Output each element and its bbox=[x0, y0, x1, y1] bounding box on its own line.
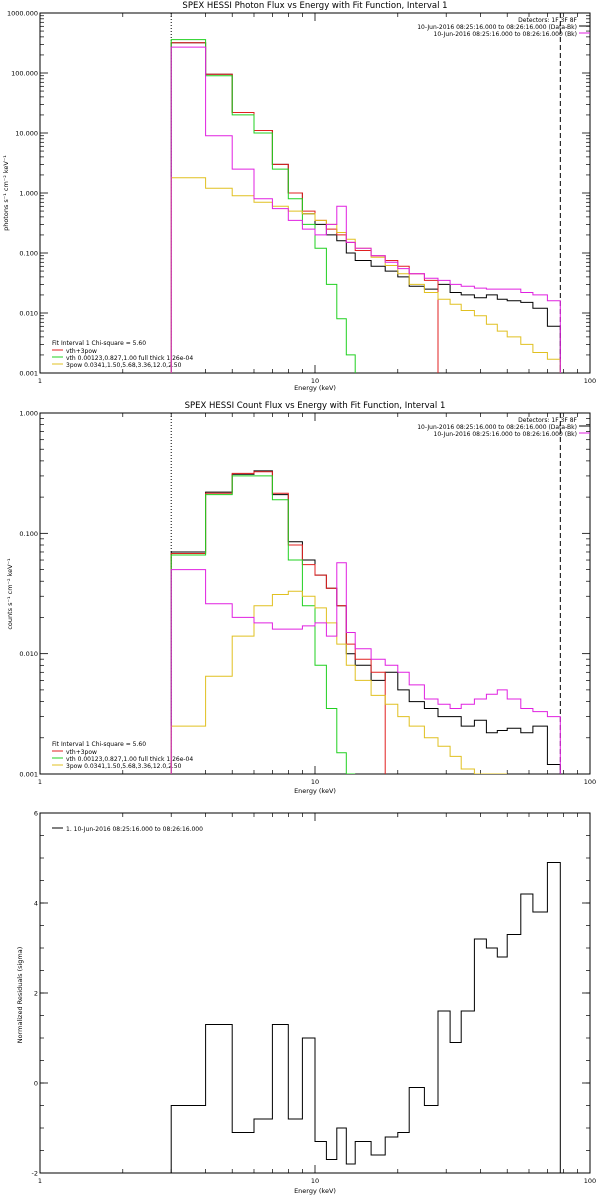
count-flux-y-tick-label: 0.100 bbox=[19, 530, 38, 538]
count-flux-series-vth-3pow bbox=[170, 471, 386, 774]
residuals-panel: Energy (keV) Normalized Residuals (sigma… bbox=[16, 810, 596, 1196]
photon-flux-detectors: Detectors: 1F 3F 8F bbox=[518, 17, 577, 24]
photon-flux-series-3pow bbox=[170, 177, 561, 373]
photon-flux-y-tick-label: 0.100 bbox=[19, 250, 38, 258]
residuals-y-tick-label: -2 bbox=[32, 1170, 38, 1178]
photon-flux-series-vth bbox=[170, 39, 356, 373]
photon-flux-bk-interval: 10-Jun-2016 08:25:16.000 to 08:26:16.000… bbox=[434, 31, 577, 38]
count-flux-ylabel: counts s⁻¹ cm⁻² keV⁻¹ bbox=[6, 558, 14, 630]
photon-flux-xlabel: Energy (keV) bbox=[294, 384, 336, 392]
count-flux-y-tick-label: 0.001 bbox=[19, 771, 38, 779]
count-flux-series-bk bbox=[170, 562, 561, 774]
count-flux-bk-interval: 10-Jun-2016 08:25:16.000 to 08:26:16.000… bbox=[434, 431, 577, 438]
photon-flux-fit-label: Fit Interval 1 Chi-square = 5.60 bbox=[52, 340, 146, 347]
photon-flux-title: SPEX HESSI Photon Flux vs Energy with Fi… bbox=[182, 1, 447, 11]
count-flux-x-tick-label: 100 bbox=[584, 778, 596, 786]
photon-flux-data-bk-interval: 10-Jun-2016 08:25:16.000 to 08:26:16.000… bbox=[417, 24, 577, 31]
photon-flux-y-tick-label: 1000.000 bbox=[7, 10, 38, 18]
photon-flux-plot-frame bbox=[39, 12, 591, 374]
photon-flux-x-tick-label: 100 bbox=[584, 377, 596, 385]
photon-flux-series-vth-3pow bbox=[170, 42, 439, 373]
residuals-series-group bbox=[170, 862, 561, 1173]
residuals-ylabel: Normalized Residuals (sigma) bbox=[16, 947, 24, 1044]
count-flux-plot-frame bbox=[39, 412, 591, 775]
count-flux-panel: SPEX HESSI Count Flux vs Energy with Fit… bbox=[6, 401, 596, 795]
count-flux-x-tick-label: 10 bbox=[311, 778, 319, 786]
residuals-x-tick-label: 100 bbox=[584, 1177, 596, 1185]
residuals-y-tick-label: 4 bbox=[34, 900, 38, 908]
residuals-x-tick-label: 1 bbox=[38, 1177, 42, 1185]
photon-flux-series-group bbox=[170, 39, 561, 373]
count-flux-legend-label-1: vth 0.00123,0.827,1.00 full thick 1.26e-… bbox=[66, 756, 193, 763]
count-flux-y-tick-label: 0.010 bbox=[19, 650, 38, 658]
residuals-xlabel: Energy (keV) bbox=[294, 1187, 336, 1195]
count-flux-fit-label: Fit Interval 1 Chi-square = 5.60 bbox=[52, 741, 146, 748]
photon-flux-y-tick-label: 0.010 bbox=[19, 310, 38, 318]
photon-flux-y-tick-label: 1.000 bbox=[19, 190, 38, 198]
count-flux-xlabel: Energy (keV) bbox=[294, 787, 336, 795]
residuals-y-tick-label: 2 bbox=[34, 990, 38, 998]
count-flux-series-vth bbox=[170, 475, 356, 774]
photon-flux-y-tick-label: 0.001 bbox=[19, 370, 38, 378]
photon-flux-x-tick-label: 1 bbox=[38, 377, 42, 385]
photon-flux-panel: SPEX HESSI Photon Flux vs Energy with Fi… bbox=[2, 1, 596, 392]
count-flux-x-tick-label: 1 bbox=[38, 778, 42, 786]
residuals-y-tick-label: 0 bbox=[34, 1080, 38, 1088]
count-flux-series-data-bk bbox=[170, 470, 561, 774]
count-flux-data-bk-interval: 10-Jun-2016 08:25:16.000 to 08:26:16.000… bbox=[417, 424, 577, 431]
photon-flux-legend-label-2: 3pow 0.0341,1.50,5.68,3.36,12.0,2.50 bbox=[66, 362, 182, 369]
count-flux-y-tick-label: 1.000 bbox=[19, 410, 38, 418]
photon-flux-series-data-bk bbox=[170, 42, 561, 373]
count-flux-legend-label-2: 3pow 0.0341,1.50,5.68,3.36,12.0,2.50 bbox=[66, 763, 182, 770]
photon-flux-series-bk bbox=[170, 46, 561, 373]
photon-flux-legend-label-1: vth 0.00123,0.827,1.00 full thick 1.26e-… bbox=[66, 355, 193, 362]
residuals-x-tick-label: 10 bbox=[311, 1177, 319, 1185]
residuals-legend-label: 1. 10-Jun-2016 08:25:16.000 to 08:26:16.… bbox=[66, 826, 203, 833]
count-flux-title: SPEX HESSI Count Flux vs Energy with Fit… bbox=[185, 401, 446, 411]
photon-flux-ylabel: photons s⁻¹ cm⁻² keV⁻¹ bbox=[2, 155, 10, 231]
photon-flux-y-tick-label: 100.000 bbox=[11, 70, 38, 78]
count-flux-series-group bbox=[170, 470, 561, 774]
photon-flux-legend-label-0: vth+3pow bbox=[66, 348, 97, 355]
photon-flux-x-tick-label: 10 bbox=[311, 377, 319, 385]
photon-flux-y-tick-label: 10.000 bbox=[15, 130, 38, 138]
residuals-y-tick-label: 6 bbox=[34, 810, 38, 818]
count-flux-legend-label-0: vth+3pow bbox=[66, 749, 97, 756]
residuals-series-1-10-jun-2016-08-25-16-000-to-08-26-16-000 bbox=[170, 862, 561, 1173]
count-flux-series-3pow bbox=[170, 590, 508, 774]
count-flux-detectors: Detectors: 1F 3F 8F bbox=[518, 417, 577, 424]
